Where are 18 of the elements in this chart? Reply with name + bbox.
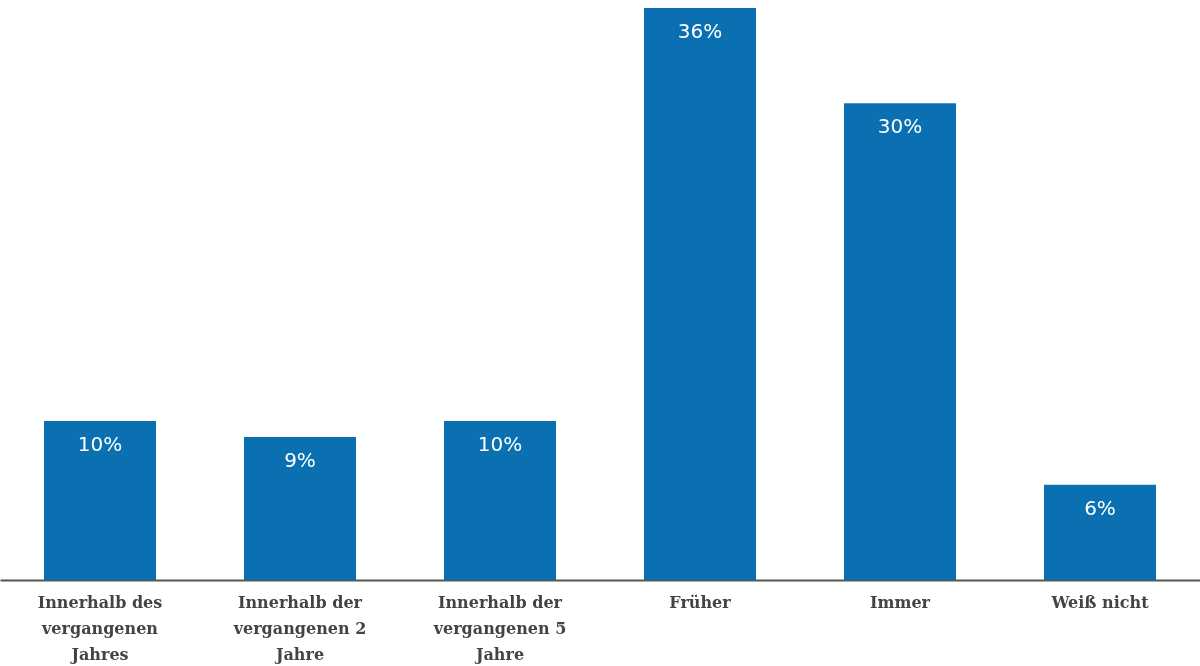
data-label: 6%	[1084, 495, 1116, 520]
bar	[244, 437, 356, 580]
x-tick-label: Innerhalb der vergangenen 5 Jahre	[432, 592, 567, 664]
bar	[644, 8, 756, 580]
data-label: 30%	[877, 114, 923, 139]
x-tick-label: Weiß nicht	[1050, 592, 1150, 612]
bar	[44, 421, 156, 580]
x-tick-label: Innerhalb der vergangenen 2 Jahre	[232, 592, 367, 664]
data-label: 10%	[77, 432, 123, 457]
x-tick-label: Innerhalb des vergangenen Jahres	[37, 592, 163, 664]
x-tick-label: Immer	[870, 592, 931, 612]
data-label: 10%	[477, 432, 523, 457]
bar	[844, 103, 956, 580]
data-label: 36%	[677, 19, 723, 43]
x-tick-label: Früher	[669, 592, 732, 612]
bar	[1044, 484, 1156, 580]
bar	[444, 421, 556, 580]
data-label: 9%	[284, 448, 316, 472]
